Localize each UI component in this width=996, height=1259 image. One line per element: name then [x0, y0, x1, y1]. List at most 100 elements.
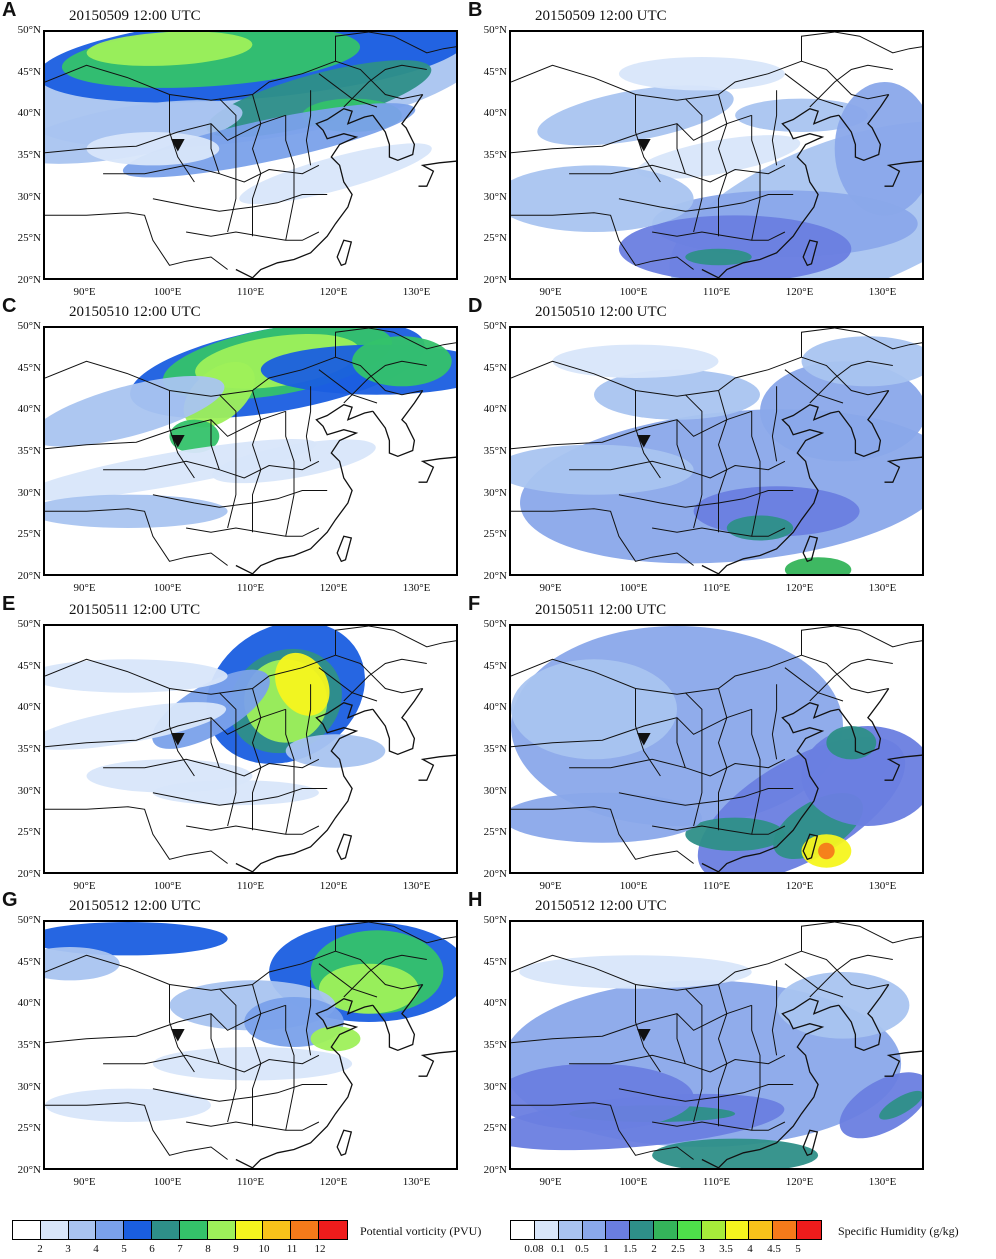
latitude-tick-label: 25°N — [483, 528, 507, 541]
pv-colorbar-title: Potential vorticity (PVU) — [360, 1224, 482, 1238]
province-border-line — [218, 692, 237, 827]
latitude-tick-label: 30°N — [17, 486, 41, 499]
province-border-line — [771, 684, 778, 760]
province-border-line — [511, 508, 694, 566]
province-border-line — [809, 954, 893, 998]
latitude-tick-label: 20°N — [483, 274, 507, 286]
humidity-shading-area — [839, 1072, 922, 1139]
province-border-line — [751, 709, 761, 835]
coastline — [235, 701, 374, 872]
map-canvas — [511, 626, 922, 872]
latitude-tick-label: 50°N — [483, 320, 507, 332]
latitude-tick-label: 40°N — [17, 701, 41, 714]
japan-coastline — [884, 160, 922, 187]
province-border-line — [652, 825, 786, 835]
latitude-tick-label: 50°N — [17, 914, 41, 926]
colorbar-swatch — [96, 1221, 125, 1239]
province-border-line — [569, 1054, 786, 1073]
latitude-tick-label: 35°N — [483, 1039, 507, 1051]
longitude-tick-label: 100°E — [153, 582, 182, 594]
province-border-line — [511, 806, 694, 864]
province-border-line — [45, 708, 286, 748]
longitude-tick-label: 110°E — [702, 880, 731, 892]
pv-shading-area — [45, 1088, 211, 1122]
colorbar-swatch — [558, 1221, 583, 1239]
inverted-triangle-marker-icon — [170, 1029, 185, 1042]
colorbar-tick-label: 3 — [65, 1243, 71, 1255]
province-border-line — [305, 980, 312, 1056]
province-border-line — [251, 390, 262, 533]
pv-shading-area — [45, 375, 225, 447]
latitude-tick-label: 20°N — [17, 1164, 41, 1176]
province-border-line — [801, 60, 889, 100]
longitude-tick-label: 120°E — [319, 1176, 348, 1188]
korea-coastline — [372, 390, 424, 457]
longitude-tick-label: 130°E — [868, 286, 897, 298]
province-border-line — [676, 123, 686, 174]
korea-coastline — [372, 94, 424, 161]
map-canvas — [45, 328, 456, 574]
latitude-tick-label: 20°N — [17, 570, 41, 582]
colorbar-tick-label: 7 — [177, 1243, 183, 1255]
colorbar-swatch — [606, 1221, 631, 1239]
longitude-tick-label: 90°E — [73, 880, 96, 892]
coastline — [235, 997, 374, 1168]
korea-coastline — [838, 94, 890, 161]
map-canvas — [45, 32, 456, 278]
province-border-line — [635, 94, 661, 183]
latitude-tick-label: 25°N — [17, 1122, 41, 1135]
province-border-line — [751, 411, 761, 537]
humidity-shading-area — [511, 1063, 694, 1131]
pv-shading-area — [45, 659, 228, 693]
longitude-tick-label: 110°E — [702, 582, 731, 594]
colorbar-tick-label: 0.08 — [524, 1243, 544, 1255]
latitude-tick-label: 35°N — [17, 1039, 41, 1051]
province-border-line — [169, 390, 195, 479]
province-border-line — [809, 64, 893, 108]
province-border-line — [784, 963, 844, 998]
colorbar-swatch — [319, 1221, 347, 1239]
longitude-tick-label: 90°E — [539, 880, 562, 892]
province-border-line — [717, 390, 728, 533]
longitude-tick-label: 110°E — [702, 286, 731, 298]
province-border-line — [717, 688, 728, 831]
province-border-line — [335, 356, 423, 396]
humidity-shading-area — [818, 842, 835, 860]
latitude-tick-label: 50°N — [17, 24, 41, 36]
map-frame — [509, 624, 924, 874]
longitude-tick-label: 100°E — [619, 582, 648, 594]
colorbar-tick-label: 4 — [747, 1243, 753, 1255]
map-canvas — [45, 922, 456, 1168]
province-border-line — [305, 90, 312, 166]
province-border-line — [717, 984, 728, 1127]
taiwan-coastline — [802, 1129, 819, 1157]
colorbar-swatch — [677, 1221, 702, 1239]
pv-shading-area — [275, 652, 330, 716]
province-border-line — [318, 963, 378, 998]
province-border-line — [368, 32, 456, 54]
province-border-line — [45, 508, 228, 566]
latitude-tick-label: 35°N — [483, 743, 507, 755]
humidity-shading-area — [511, 792, 702, 843]
map-frame — [43, 920, 458, 1170]
province-border-line — [210, 717, 220, 768]
colorbar-swatch — [630, 1221, 655, 1239]
panel-title: 20150511 12:00 UTC — [69, 602, 201, 618]
map-canvas — [511, 328, 922, 574]
province-border-line — [676, 717, 686, 768]
panel-letter-label: A — [2, 0, 17, 21]
pv-shading-area — [169, 419, 220, 453]
humidity-shading-area — [618, 57, 785, 91]
province-border-line — [218, 98, 237, 233]
panel-letter-label: F — [468, 593, 481, 615]
panel-title: 20150512 12:00 UTC — [535, 898, 667, 914]
latitude-tick-label: 45°N — [483, 955, 507, 968]
province-border-line — [251, 94, 262, 237]
latitude-tick-label: 40°N — [483, 403, 507, 416]
colorbar-swatch — [773, 1221, 798, 1239]
province-border-line — [834, 922, 922, 944]
longitude-tick-label: 130°E — [402, 880, 431, 892]
latitude-tick-label: 40°N — [483, 107, 507, 120]
province-border-line — [305, 386, 312, 462]
pv-shading-area — [310, 1026, 361, 1052]
